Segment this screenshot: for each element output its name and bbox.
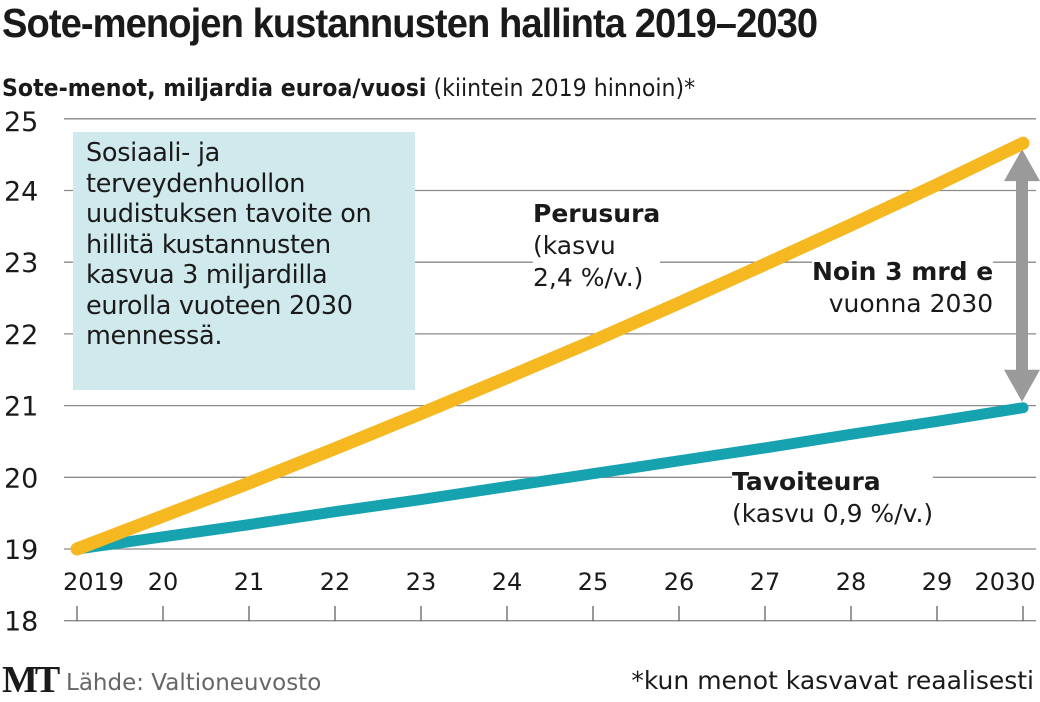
x-tick-label: 28 [836,568,867,596]
source-text: Lähde: Valtioneuvosto [66,670,322,696]
gap-label: Noin 3 mrd e vuonna 2030 [812,256,994,320]
chart-title: Sote-menojen kustannusten hallinta 2019–… [2,0,818,46]
x-tick-label: 25 [578,568,609,596]
y-tick-label: 19 [4,535,38,566]
gap-arrow-head-down [1004,369,1040,402]
perusura-name: Perusura [533,199,661,228]
gap-line1: Noin 3 mrd e [812,257,994,286]
gap-arrow-head-up [1004,149,1040,182]
mt-logo: MT [2,659,60,701]
x-tick-label: 2030 [974,568,1035,596]
x-tick-label: 23 [406,568,437,596]
series-line-tavoiteura [71,402,1029,555]
x-tick-label: 21 [234,568,265,596]
subtitle-rest: (kiintein 2019 hinnoin)* [426,74,696,102]
y-tick-label: 22 [4,320,38,351]
tavoiteura-detail: (kasvu 0,9 %/v.) [732,499,934,528]
y-tick-label: 23 [4,248,38,279]
chart-subtitle: Sote-menot, miljardia euroa/vuosi (kiint… [2,74,695,102]
x-tick-label: 29 [922,568,953,596]
y-tick-label: 20 [4,463,38,494]
perusura-label: Perusura (kasvu 2,4 %/v.) [533,198,661,294]
x-tick-label: 2019 [63,568,124,596]
y-tick-label: 25 [4,107,38,138]
x-tick-label: 24 [492,568,523,596]
y-tick-label: 21 [4,392,38,423]
y-tick-label: 24 [4,177,38,208]
perusura-line2: 2,4 %/v.) [533,263,644,292]
footnote: *kun menot kasvavat reaalisesti [631,666,1034,695]
info-box: Sosiaali- ja terveydenhuollon uudistukse… [73,132,415,390]
gap-arrow-shaft [1016,177,1028,374]
y-tick-label: 18 [4,607,38,638]
perusura-line1: (kasvu [533,231,616,260]
x-tick-label: 20 [148,568,179,596]
tavoiteura-label: Tavoiteura (kasvu 0,9 %/v.) [732,466,934,530]
subtitle-bold: Sote-menot, miljardia euroa/vuosi [2,74,427,102]
x-tick-label: 27 [750,568,781,596]
x-tick-label: 26 [664,568,695,596]
gap-line2: vuonna 2030 [828,289,994,318]
tavoiteura-name: Tavoiteura [732,467,881,496]
x-tick-label: 22 [320,568,351,596]
series-line-perusura [70,136,1030,556]
